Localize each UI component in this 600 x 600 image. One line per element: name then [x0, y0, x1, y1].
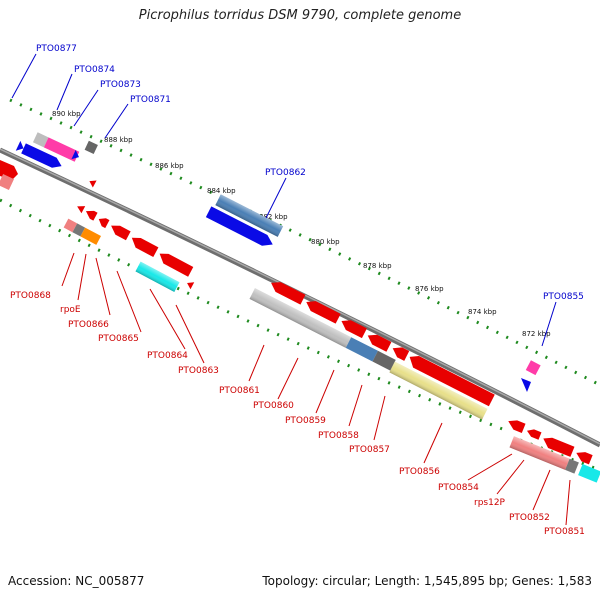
gene-block[interactable]	[72, 223, 86, 237]
gene-label[interactable]: PTO0873	[100, 80, 141, 90]
kbp-label: 884 kbp	[207, 187, 236, 195]
gene-label[interactable]: PTO0860	[253, 401, 294, 411]
gene-arrow[interactable]	[521, 378, 531, 392]
gene-label[interactable]: PTO0852	[509, 513, 550, 523]
kbp-tick-labels: 890 kbp 888 kbp 886 kbp 884 kbp 882 kbp …	[52, 110, 551, 338]
gene-arrow[interactable]	[185, 279, 195, 290]
gene-arrow[interactable]	[15, 140, 26, 154]
kbp-label: 882 kbp	[259, 213, 288, 221]
reverse-gene-labels: PTO0868 rpoE PTO0866 PTO0865 PTO0864 PTO…	[10, 291, 585, 537]
gene-block[interactable]	[84, 140, 98, 155]
reverse-tick-ring	[0, 198, 506, 432]
kbp-label: 872 kbp	[522, 330, 551, 338]
gene-arrow[interactable]	[84, 208, 98, 221]
gene-label[interactable]: rps12P	[474, 498, 506, 508]
map-title: Picrophilus torridus DSM 9790, complete …	[138, 8, 462, 23]
gene-arrow[interactable]	[96, 215, 110, 229]
reverse-genes	[0, 160, 600, 483]
gene-label[interactable]: PTO0863	[178, 366, 219, 376]
gene-label[interactable]: PTO0858	[318, 431, 359, 441]
gene-label[interactable]: rpoE	[60, 305, 81, 315]
gene-label[interactable]: PTO0865	[98, 334, 139, 344]
kbp-label: 878 kbp	[363, 262, 392, 270]
accession-text: Accession: NC_005877	[8, 574, 145, 588]
gene-label[interactable]: PTO0857	[349, 445, 390, 455]
gene-label[interactable]: PTO0854	[438, 483, 479, 493]
reverse-leaders	[61, 252, 571, 526]
gene-arrow[interactable]	[108, 222, 131, 241]
gene-arrow[interactable]	[88, 178, 97, 188]
gene-arrow[interactable]	[304, 298, 341, 324]
genome-summary: Topology: circular; Length: 1,545,895 bp…	[262, 574, 592, 588]
gene-arrow[interactable]	[365, 331, 392, 352]
gene-arrow[interactable]	[75, 203, 86, 214]
gene-block[interactable]	[0, 174, 14, 190]
gene-arrow[interactable]	[390, 344, 410, 361]
gene-block[interactable]	[565, 458, 579, 474]
gene-label[interactable]: PTO0862	[265, 168, 306, 178]
gene-arrow[interactable]	[21, 143, 64, 171]
gene-arrow[interactable]	[205, 206, 276, 249]
forward-gene-labels: PTO0877 PTO0874 PTO0873 PTO0871 PTO0862 …	[36, 44, 584, 302]
gene-block[interactable]	[80, 227, 102, 245]
gene-block[interactable]	[525, 360, 541, 376]
gene-arrow[interactable]	[406, 352, 495, 407]
gene-arrow[interactable]	[541, 435, 575, 457]
gene-arrow[interactable]	[71, 150, 81, 162]
gene-label[interactable]: PTO0874	[74, 65, 115, 75]
kbp-label: 888 kbp	[104, 136, 133, 144]
gene-block[interactable]	[372, 350, 396, 371]
kbp-label: 874 kbp	[468, 308, 497, 316]
forward-leaders	[11, 53, 557, 347]
forward-tick-ring	[9, 98, 600, 387]
gene-label[interactable]: PTO0868	[10, 291, 51, 301]
gene-arrow[interactable]	[156, 250, 194, 277]
gene-label[interactable]: PTO0861	[219, 386, 260, 396]
gene-block[interactable]	[345, 337, 378, 362]
kbp-label: 880 kbp	[311, 238, 340, 246]
gene-arrow[interactable]	[574, 449, 593, 465]
gene-label[interactable]: PTO0871	[130, 95, 171, 105]
gene-arrow[interactable]	[339, 317, 367, 339]
gene-label[interactable]: PTO0851	[544, 527, 585, 537]
gene-label[interactable]: PTO0855	[543, 292, 584, 302]
gene-arrow[interactable]	[129, 234, 159, 258]
kbp-label: 876 kbp	[415, 285, 444, 293]
gene-block[interactable]	[63, 218, 78, 233]
gene-label[interactable]: PTO0877	[36, 44, 77, 54]
gene-block[interactable]	[43, 137, 80, 162]
gene-arrow[interactable]	[526, 427, 542, 440]
forward-genes	[15, 132, 541, 392]
kbp-label: 890 kbp	[52, 110, 81, 118]
gene-label[interactable]: PTO0856	[399, 467, 440, 477]
gene-label[interactable]: PTO0859	[285, 416, 326, 426]
gene-block[interactable]	[578, 464, 600, 483]
gene-block[interactable]	[32, 132, 49, 148]
gene-label[interactable]: PTO0864	[147, 351, 188, 361]
kbp-label: 886 kbp	[155, 162, 184, 170]
gene-label[interactable]: PTO0866	[68, 320, 109, 330]
gene-arrow[interactable]	[506, 417, 526, 433]
gene-arrow[interactable]	[268, 278, 306, 305]
